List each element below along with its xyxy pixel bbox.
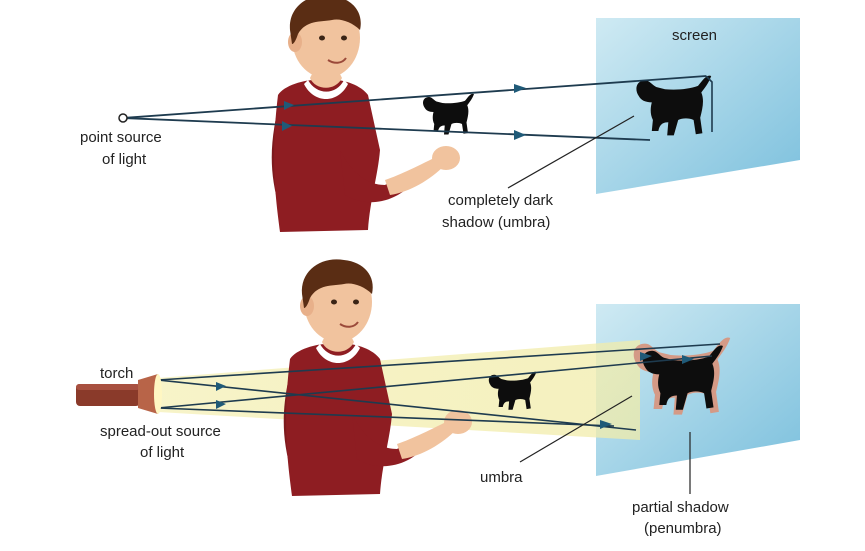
umbra-leader-bottom [519, 395, 633, 463]
arrowhead [600, 420, 612, 429]
ray-lower-top [122, 117, 651, 141]
arrowhead [284, 101, 294, 110]
arrowhead [682, 355, 694, 364]
spread-source-label-line1: spread-out source [100, 423, 221, 440]
point-source-label-line1: point source [80, 129, 162, 146]
boy-figure-top [270, 0, 461, 234]
umbra-label-top-line1: completely dark [448, 192, 554, 209]
screen-label: screen [672, 27, 717, 44]
point-source-label-line2: of light [102, 151, 147, 168]
spread-source-label-line2: of light [140, 444, 185, 461]
bottom-panel: torch spread-out source of light umbra p… [76, 258, 800, 537]
penumbra-label-line2: (penumbra) [644, 520, 722, 537]
arrowhead [514, 84, 526, 93]
torch-icon [76, 374, 162, 414]
ray-upper-top [122, 75, 707, 119]
torch-beam [158, 340, 640, 440]
penumbra-label-line1: partial shadow [632, 499, 729, 516]
torch-label: torch [100, 365, 133, 382]
umbra-leader-top [507, 115, 635, 189]
ray-bottom-2 [157, 355, 713, 409]
ray-bottom-4 [157, 407, 615, 427]
arrowhead [282, 121, 292, 131]
umbra-label-bottom: umbra [480, 469, 523, 486]
arrowhead [216, 382, 226, 391]
arrowhead [216, 400, 226, 409]
dog-shadow-puppet-top [423, 93, 474, 135]
top-panel: screen point source of light completely … [80, 0, 800, 234]
arrowhead [640, 352, 652, 361]
point-light-source-icon [118, 113, 128, 123]
ray-bottom-1 [157, 343, 721, 381]
arrowhead [514, 130, 526, 140]
ray-bottom-3 [157, 379, 637, 431]
umbra-label-top-line2: shadow (umbra) [442, 214, 550, 231]
